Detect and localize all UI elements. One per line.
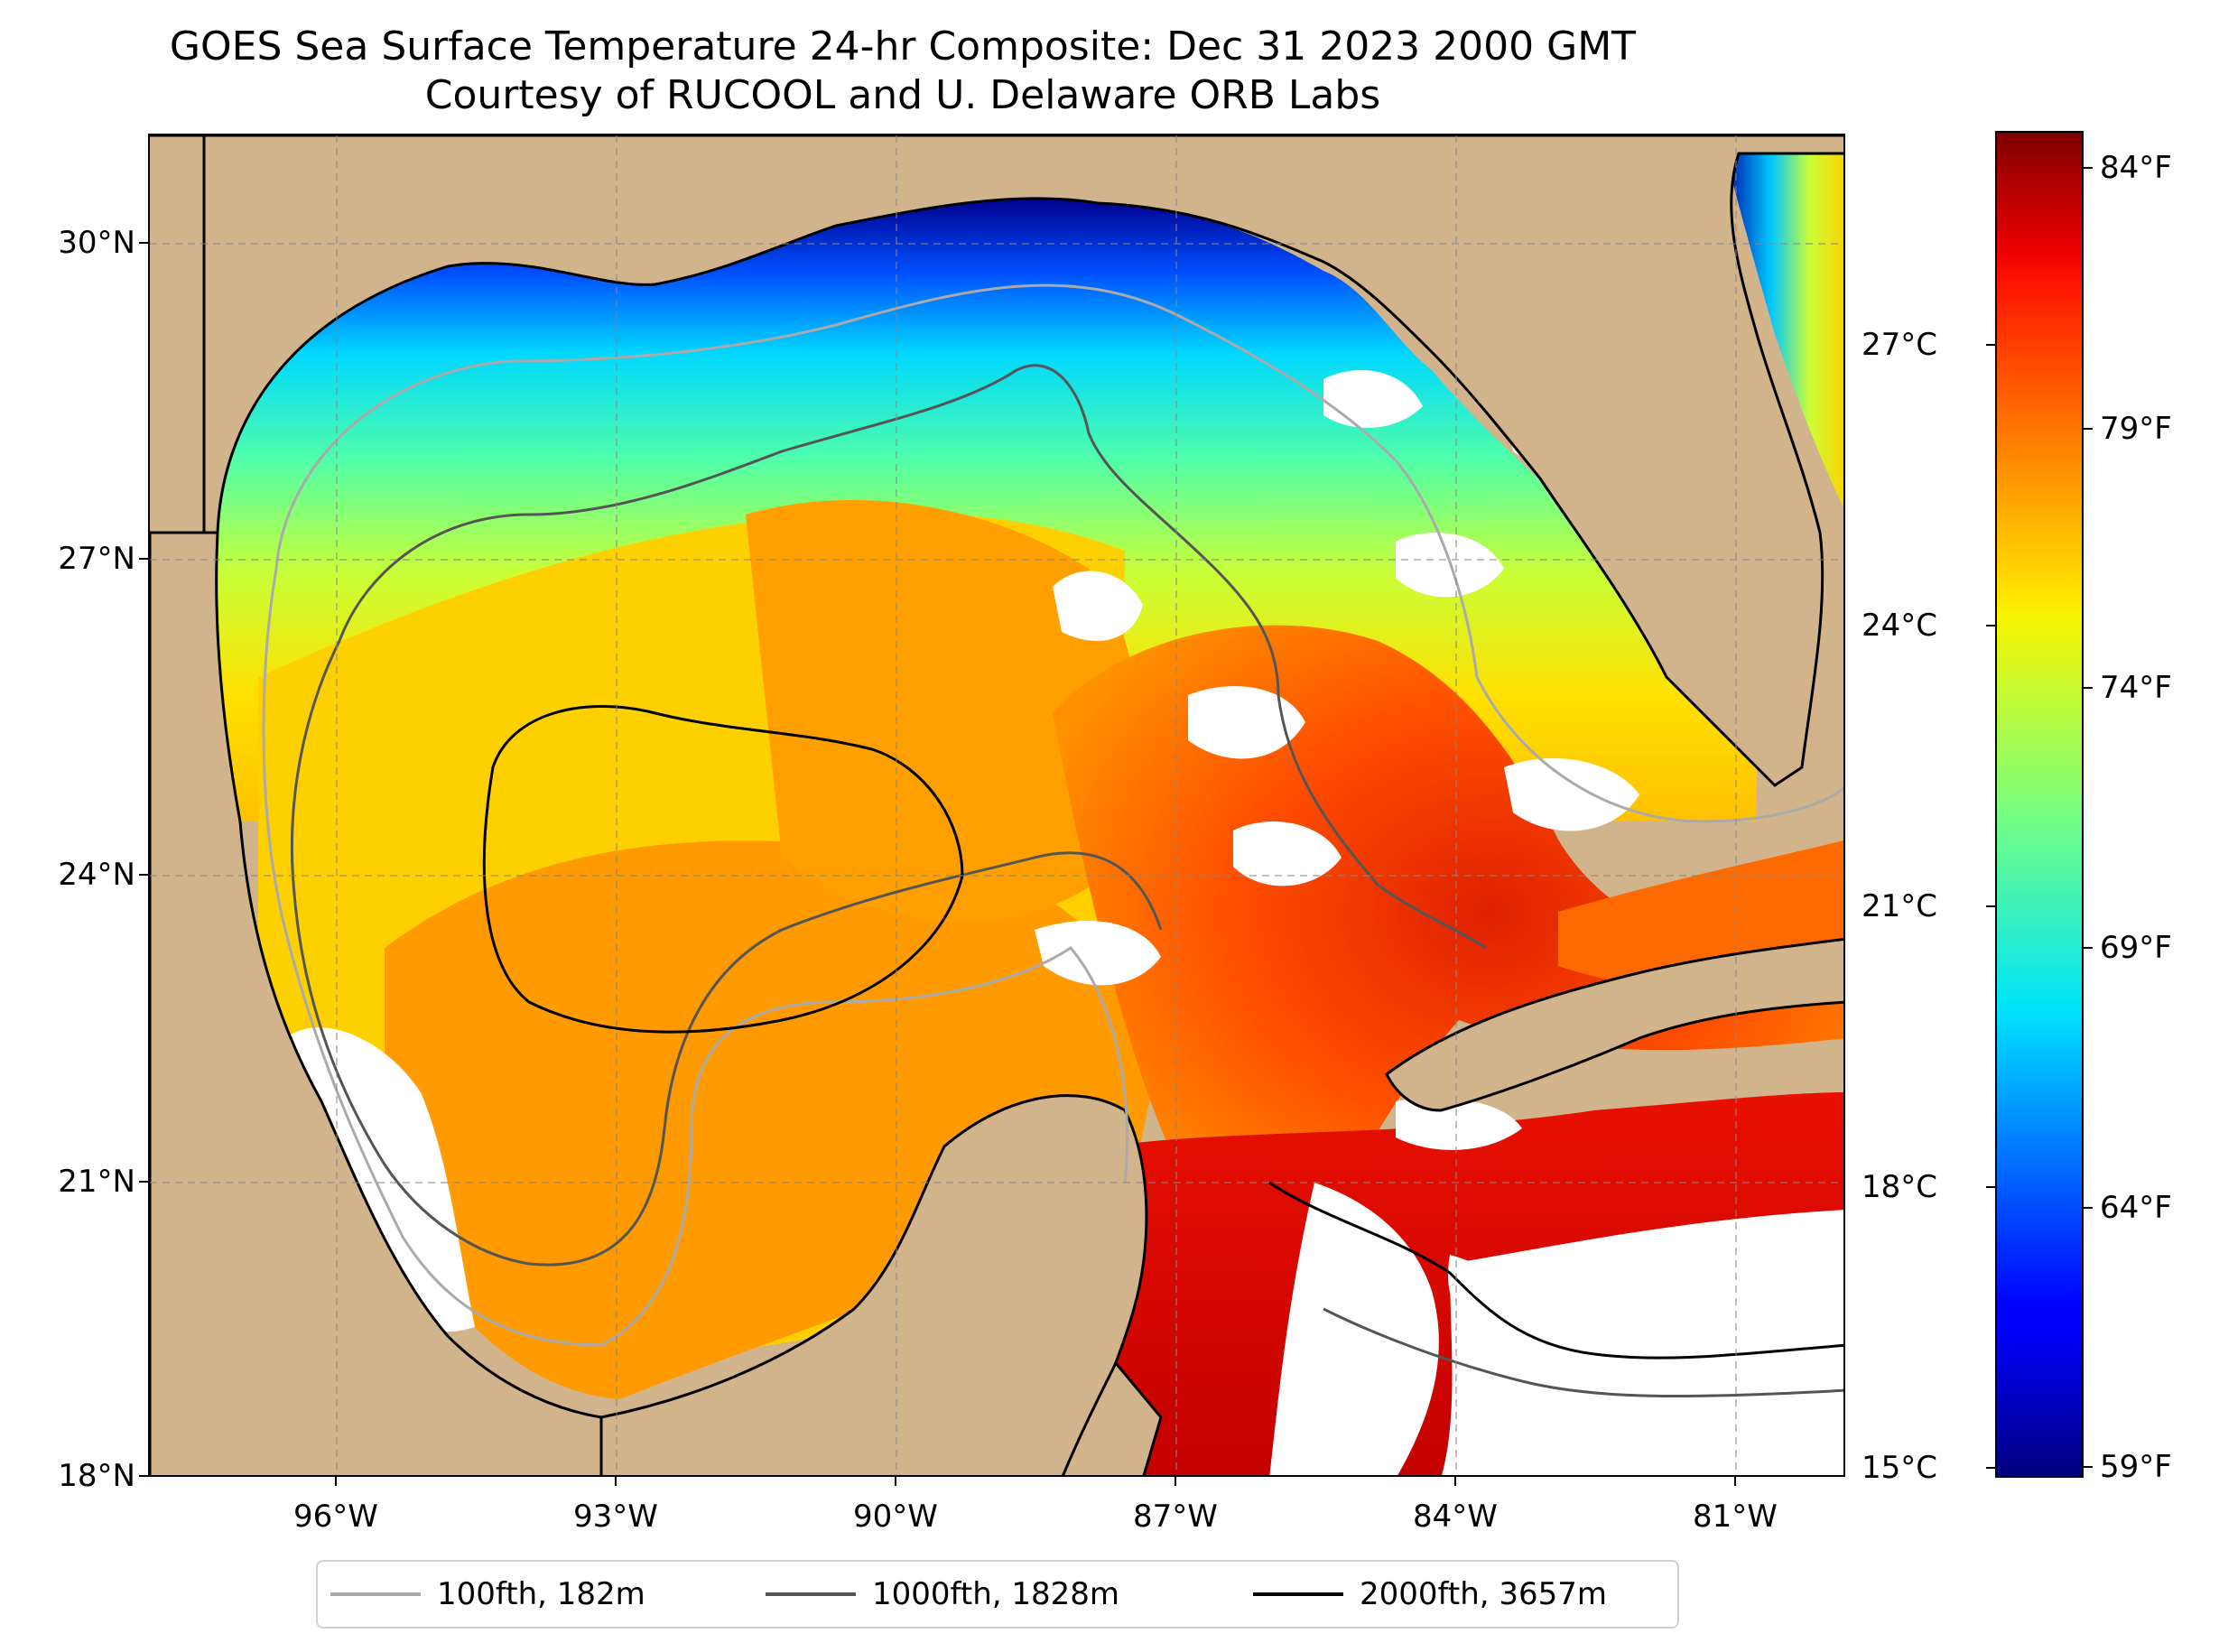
colorbar — [1995, 131, 2084, 1478]
sst-map — [148, 134, 1845, 1477]
cb-f-tick-mark — [2084, 947, 2093, 949]
cb-c-tick-mark — [1986, 1467, 1995, 1469]
isobath-100fth — [274, 283, 1843, 823]
lon-tick-mark — [1734, 1477, 1736, 1486]
lon-label-87w: 87°W — [1133, 1499, 1218, 1535]
gulf-water-central-orange — [746, 499, 1140, 922]
cb-f-tick-mark — [2084, 167, 2093, 169]
legend-swatch — [1253, 1592, 1343, 1596]
lon-tick-mark — [1174, 1477, 1176, 1486]
lat-label-21n: 21°N — [58, 1164, 135, 1200]
lon-label-90w: 90°W — [853, 1499, 938, 1535]
legend-item-1000fth: 1000fth, 1828m — [766, 1562, 1119, 1627]
cb-label-64f: 64°F — [2100, 1190, 2172, 1226]
cb-f-tick-mark — [2084, 1207, 2093, 1209]
figure-subtitle: Courtesy of RUCOOL and U. Delaware ORB L… — [424, 72, 1381, 118]
lat-label-24n: 24°N — [58, 857, 135, 893]
colorbar-gradient — [1997, 133, 2082, 1476]
cb-label-27c: 27°C — [1862, 327, 1938, 363]
cb-c-tick-mark — [1986, 1186, 1995, 1188]
lon-label-93w: 93°W — [573, 1499, 658, 1535]
lat-tick-mark — [139, 1475, 148, 1477]
lat-tick-mark — [139, 558, 148, 560]
map-canvas — [150, 135, 1843, 1475]
lat-label-27n: 27°N — [58, 541, 135, 577]
cb-label-15c: 15°C — [1862, 1450, 1938, 1486]
cb-c-tick-mark — [1986, 344, 1995, 346]
legend-item-100fth: 100fth, 182m — [330, 1562, 645, 1627]
cb-c-tick-mark — [1986, 625, 1995, 626]
lat-tick-mark — [139, 242, 148, 244]
cb-label-84f: 84°F — [2100, 150, 2172, 186]
legend-item-2000fth: 2000fth, 3657m — [1253, 1562, 1607, 1627]
lon-label-96w: 96°W — [293, 1499, 378, 1535]
gridlines — [150, 135, 1843, 1475]
land-masses — [150, 135, 1843, 1475]
cb-f-tick-mark — [2084, 1466, 2093, 1468]
lon-tick-mark — [895, 1477, 896, 1486]
legend-label: 1000fth, 1828m — [872, 1576, 1120, 1612]
cb-f-tick-mark — [2084, 687, 2093, 689]
isobath-contours — [262, 283, 1843, 1398]
legend-swatch — [330, 1592, 421, 1596]
figure-title: GOES Sea Surface Temperature 24-hr Compo… — [169, 23, 1637, 70]
legend-label: 2000fth, 3657m — [1360, 1576, 1608, 1612]
cb-c-tick-mark — [1986, 905, 1995, 907]
lat-label-18n: 18°N — [58, 1458, 135, 1494]
lon-label-81w: 81°W — [1693, 1499, 1778, 1535]
cb-label-21c: 21°C — [1862, 888, 1938, 924]
lon-tick-mark — [615, 1477, 617, 1486]
loop-current — [1053, 625, 1843, 1264]
cb-label-69f: 69°F — [2100, 930, 2172, 966]
lon-tick-mark — [1454, 1477, 1456, 1486]
isobath-1000fth — [338, 364, 1487, 950]
isobath-legend: 100fth, 182m 1000fth, 1828m 2000fth, 365… — [316, 1560, 1679, 1629]
isobath-2000fth — [482, 705, 964, 1034]
cb-label-59f: 59°F — [2100, 1449, 2172, 1485]
lon-label-84w: 84°W — [1413, 1499, 1498, 1535]
cb-label-18c: 18°C — [1862, 1169, 1938, 1205]
atlantic-water — [1721, 135, 1843, 507]
cb-label-24c: 24°C — [1862, 608, 1938, 644]
legend-label: 100fth, 182m — [437, 1576, 645, 1612]
cb-label-79f: 79°F — [2100, 411, 2172, 447]
cb-f-tick-mark — [2084, 428, 2093, 430]
lat-tick-mark — [139, 1181, 148, 1183]
lat-tick-mark — [139, 874, 148, 876]
lat-label-30n: 30°N — [58, 225, 135, 261]
legend-swatch — [766, 1592, 856, 1596]
lon-tick-mark — [335, 1477, 337, 1486]
cb-label-74f: 74°F — [2100, 670, 2172, 706]
